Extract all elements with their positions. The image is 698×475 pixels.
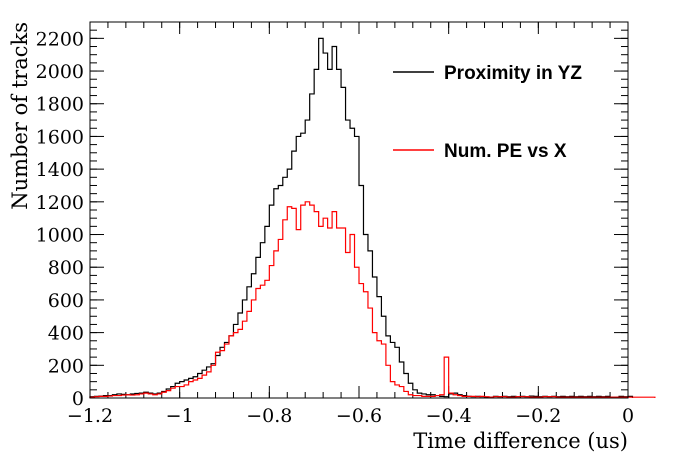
histogram-series-1 [89,201,656,398]
x-tick-label: 0 [622,405,634,427]
series-layer [89,37,656,398]
legend: Proximity in YZ Num. PE vs X [393,63,582,162]
legend-label-proximity: Proximity in YZ [444,63,582,84]
y-tick-label: 1200 [36,192,84,214]
y-axis-title: Number of tracks [8,22,32,210]
x-tick-label: −0.4 [426,405,472,427]
x-axis-title: Time difference (us) [413,429,628,453]
y-tick-label: 1800 [36,94,84,116]
x-tick-label: −0.2 [515,405,561,427]
y-tick-label: 0 [72,388,84,410]
y-tick-label: 200 [48,355,84,377]
legend-label-numpe: Num. PE vs X [444,141,567,162]
y-tick-label: 800 [48,257,84,279]
y-tick-label: 2000 [36,61,84,83]
y-tick-label: 1400 [36,159,84,181]
plot-frame [89,21,629,399]
y-tick-label: 2200 [36,28,84,50]
x-tick-label: −0.8 [246,405,292,427]
x-tick-label: −1 [166,405,194,427]
x-tick-labels: −1.2 −1 −0.8 −0.6 −0.4 −0.2 0 [67,405,634,427]
y-tick-labels: 0 200 400 600 800 1000 1200 1400 1600 1800 2000 220… [36,28,84,410]
y-tick-label: 1600 [36,126,84,148]
y-tick-label: 400 [48,323,84,345]
y-tick-label: 1000 [36,225,84,247]
y-tick-label: 600 [48,290,84,312]
histogram-series-0 [89,37,634,398]
x-tick-label: −1.2 [67,405,113,427]
x-tick-label: −0.6 [336,405,382,427]
